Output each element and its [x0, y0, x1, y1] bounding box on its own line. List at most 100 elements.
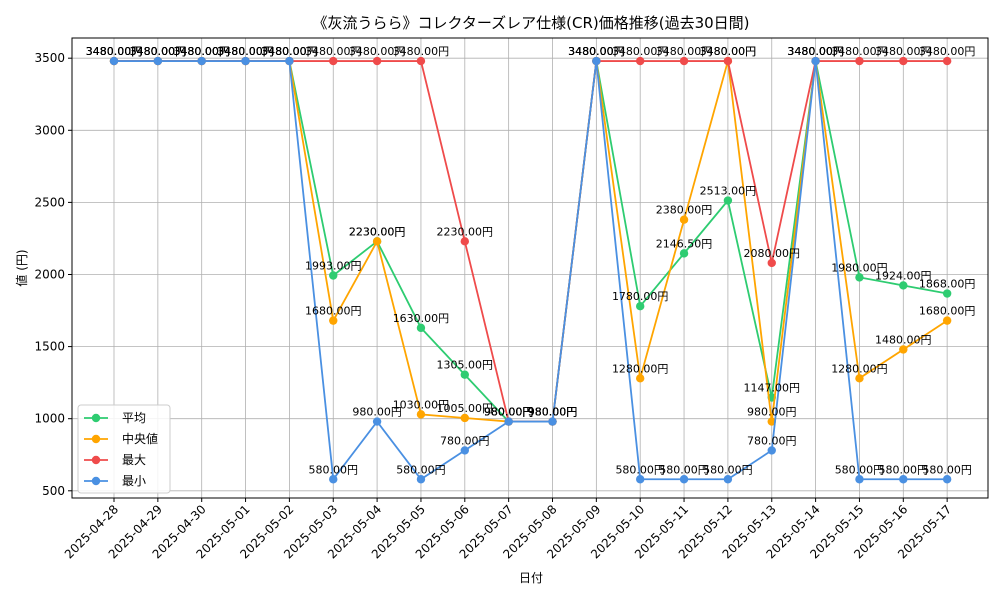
data-label: 3480.00円	[173, 45, 230, 58]
data-label: 1005.00円	[437, 402, 494, 415]
data-point	[723, 56, 733, 66]
data-label: 3480.00円	[568, 45, 625, 58]
y-tick-label: 3500	[34, 51, 65, 65]
data-label: 580.00円	[615, 463, 665, 476]
data-label: 980.00円	[528, 406, 578, 419]
data-point	[679, 475, 689, 484]
series-4	[109, 56, 952, 484]
data-point	[460, 413, 469, 423]
data-label: 3480.00円	[130, 45, 187, 58]
y-tick-label: 1000	[34, 412, 65, 426]
data-point	[460, 446, 469, 455]
data-point	[329, 271, 338, 280]
data-label: 3480.00円	[700, 45, 757, 58]
data-label: 3480.00円	[173, 45, 230, 58]
data-point	[636, 302, 645, 311]
data-point	[109, 56, 119, 66]
data-point	[723, 196, 733, 205]
data-label: 1280.00円	[612, 362, 669, 375]
data-point	[899, 281, 908, 290]
data-label: 3480.00円	[217, 45, 274, 58]
data-label: 780.00円	[747, 434, 797, 447]
data-point	[942, 316, 952, 325]
data-label: 980.00円	[528, 406, 578, 419]
data-point	[899, 345, 908, 354]
data-label: 3480.00円	[831, 45, 888, 58]
data-label: 3480.00円	[787, 45, 844, 58]
y-tick-label: 1500	[34, 340, 65, 354]
data-label: 3480.00円	[656, 45, 713, 58]
data-point	[372, 237, 382, 246]
data-label: 580.00円	[309, 463, 359, 476]
y-axis-ticks: 500 1000 1500 2000 2500 3000 3500	[34, 51, 72, 498]
data-label: 3480.00円	[130, 45, 187, 58]
data-label: 3480.00円	[86, 45, 143, 58]
data-point	[329, 56, 338, 66]
data-label: 580.00円	[396, 463, 446, 476]
data-label: 3480.00円	[86, 45, 143, 58]
data-label: 1030.00円	[393, 398, 450, 411]
data-label: 1924.00円	[875, 269, 932, 282]
data-point	[416, 410, 426, 419]
data-label: 3480.00円	[568, 45, 625, 58]
legend-marker	[91, 476, 101, 486]
data-label: 3480.00円	[261, 45, 318, 58]
data-label: 3480.00円	[86, 45, 143, 58]
data-point	[855, 56, 864, 66]
data-label: 2230.00円	[437, 225, 494, 238]
legend-entry: 最小	[122, 474, 146, 488]
data-label: 3480.00円	[261, 45, 318, 58]
data-label: 2080.00円	[744, 247, 801, 260]
data-label: 980.00円	[352, 406, 402, 419]
data-label: 2513.00円	[700, 185, 757, 198]
data-label: 1305.00円	[437, 359, 494, 372]
y-tick-label: 500	[42, 484, 65, 498]
data-label: 2230.00円	[349, 225, 406, 238]
data-label: 3480.00円	[349, 45, 406, 58]
legend-marker	[91, 434, 101, 444]
data-point	[855, 475, 864, 484]
data-label: 980.00円	[484, 406, 534, 419]
data-point	[767, 417, 776, 426]
data-label: 3480.00円	[612, 45, 669, 58]
data-label: 3480.00円	[217, 45, 274, 58]
data-point	[372, 417, 382, 426]
data-label: 3480.00円	[261, 45, 318, 58]
data-label: 3480.00円	[875, 45, 932, 58]
data-label: 3480.00円	[86, 45, 143, 58]
data-point	[811, 56, 820, 66]
data-label: 1780.00円	[612, 290, 669, 303]
y-axis-label: 値 (円)	[14, 249, 29, 286]
data-label: 980.00円	[528, 406, 578, 419]
data-point	[460, 370, 469, 379]
legend-entry: 最大	[122, 453, 146, 467]
data-label: 3480.00円	[393, 45, 450, 58]
data-point	[416, 323, 426, 333]
data-label: 1480.00円	[875, 333, 932, 346]
data-label: 580.00円	[659, 463, 709, 476]
data-label: 1980.00円	[831, 261, 888, 274]
data-point	[460, 237, 469, 246]
data-point	[329, 316, 338, 325]
data-point	[416, 56, 426, 66]
data-label: 1868.00円	[919, 278, 976, 291]
data-label: 580.00円	[922, 463, 972, 476]
data-label: 2380.00円	[656, 204, 713, 217]
data-label: 980.00円	[484, 406, 534, 419]
data-label: 3480.00円	[217, 45, 274, 58]
y-tick-label: 2000	[34, 267, 65, 281]
data-label: 1680.00円	[305, 305, 362, 318]
data-point	[592, 56, 601, 66]
data-point	[723, 475, 733, 484]
data-label: 980.00円	[484, 406, 534, 419]
data-point	[899, 475, 908, 484]
x-axis-label: 日付	[519, 571, 543, 585]
data-point	[855, 374, 864, 383]
data-point	[899, 56, 908, 66]
data-label: 2146.50円	[656, 237, 713, 250]
data-point	[636, 374, 645, 383]
data-label: 1630.00円	[393, 312, 450, 325]
data-label: 3480.00円	[173, 45, 230, 58]
